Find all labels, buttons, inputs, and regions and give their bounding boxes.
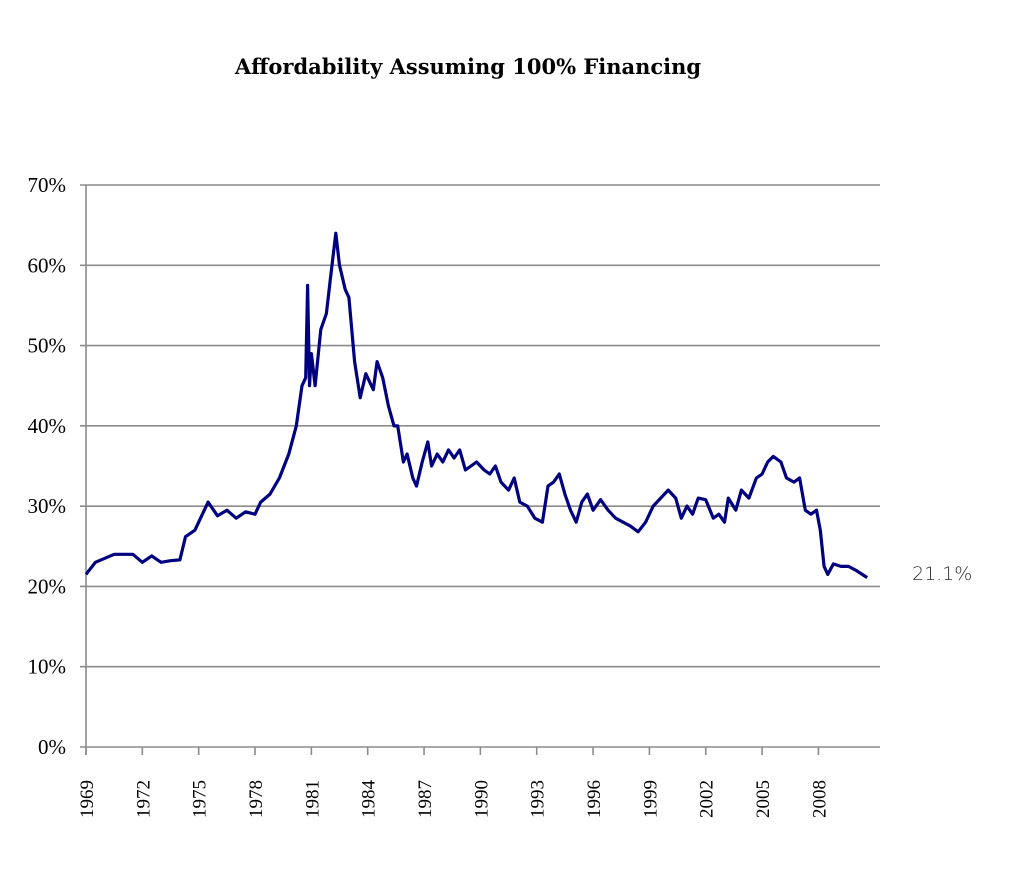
y-tick-label: 10% bbox=[28, 655, 67, 679]
y-tick-label: 50% bbox=[28, 334, 67, 358]
y-tick-label: 40% bbox=[28, 414, 67, 438]
y-tick-label: 60% bbox=[28, 253, 67, 277]
series-line bbox=[84, 231, 869, 579]
y-tick-label: 70% bbox=[28, 173, 67, 197]
x-tick-label: 1972 bbox=[133, 780, 154, 818]
x-tick-label: 2005 bbox=[753, 780, 774, 818]
x-tick-label: 1969 bbox=[77, 780, 98, 818]
x-tick-label: 1981 bbox=[302, 780, 323, 818]
x-tick-label: 1999 bbox=[640, 780, 661, 818]
x-tick-label: 1996 bbox=[584, 780, 605, 818]
x-tick-label: 1975 bbox=[190, 780, 211, 818]
x-tick-label: 1978 bbox=[246, 780, 267, 818]
x-tick-label: 2002 bbox=[697, 780, 718, 818]
end-value-label: 21.1% bbox=[912, 563, 972, 585]
x-tick-label: 2008 bbox=[809, 780, 830, 818]
chart-title: Affordability Assuming 100% Financing bbox=[234, 54, 702, 79]
x-tick-label: 1987 bbox=[415, 780, 436, 818]
x-tick-label: 1984 bbox=[359, 780, 380, 819]
x-tick-label: 1990 bbox=[471, 780, 492, 818]
y-tick-label: 20% bbox=[28, 574, 67, 598]
y-tick-label: 0% bbox=[38, 735, 66, 759]
y-tick-label: 30% bbox=[28, 494, 67, 518]
x-tick-label: 1993 bbox=[528, 780, 549, 818]
